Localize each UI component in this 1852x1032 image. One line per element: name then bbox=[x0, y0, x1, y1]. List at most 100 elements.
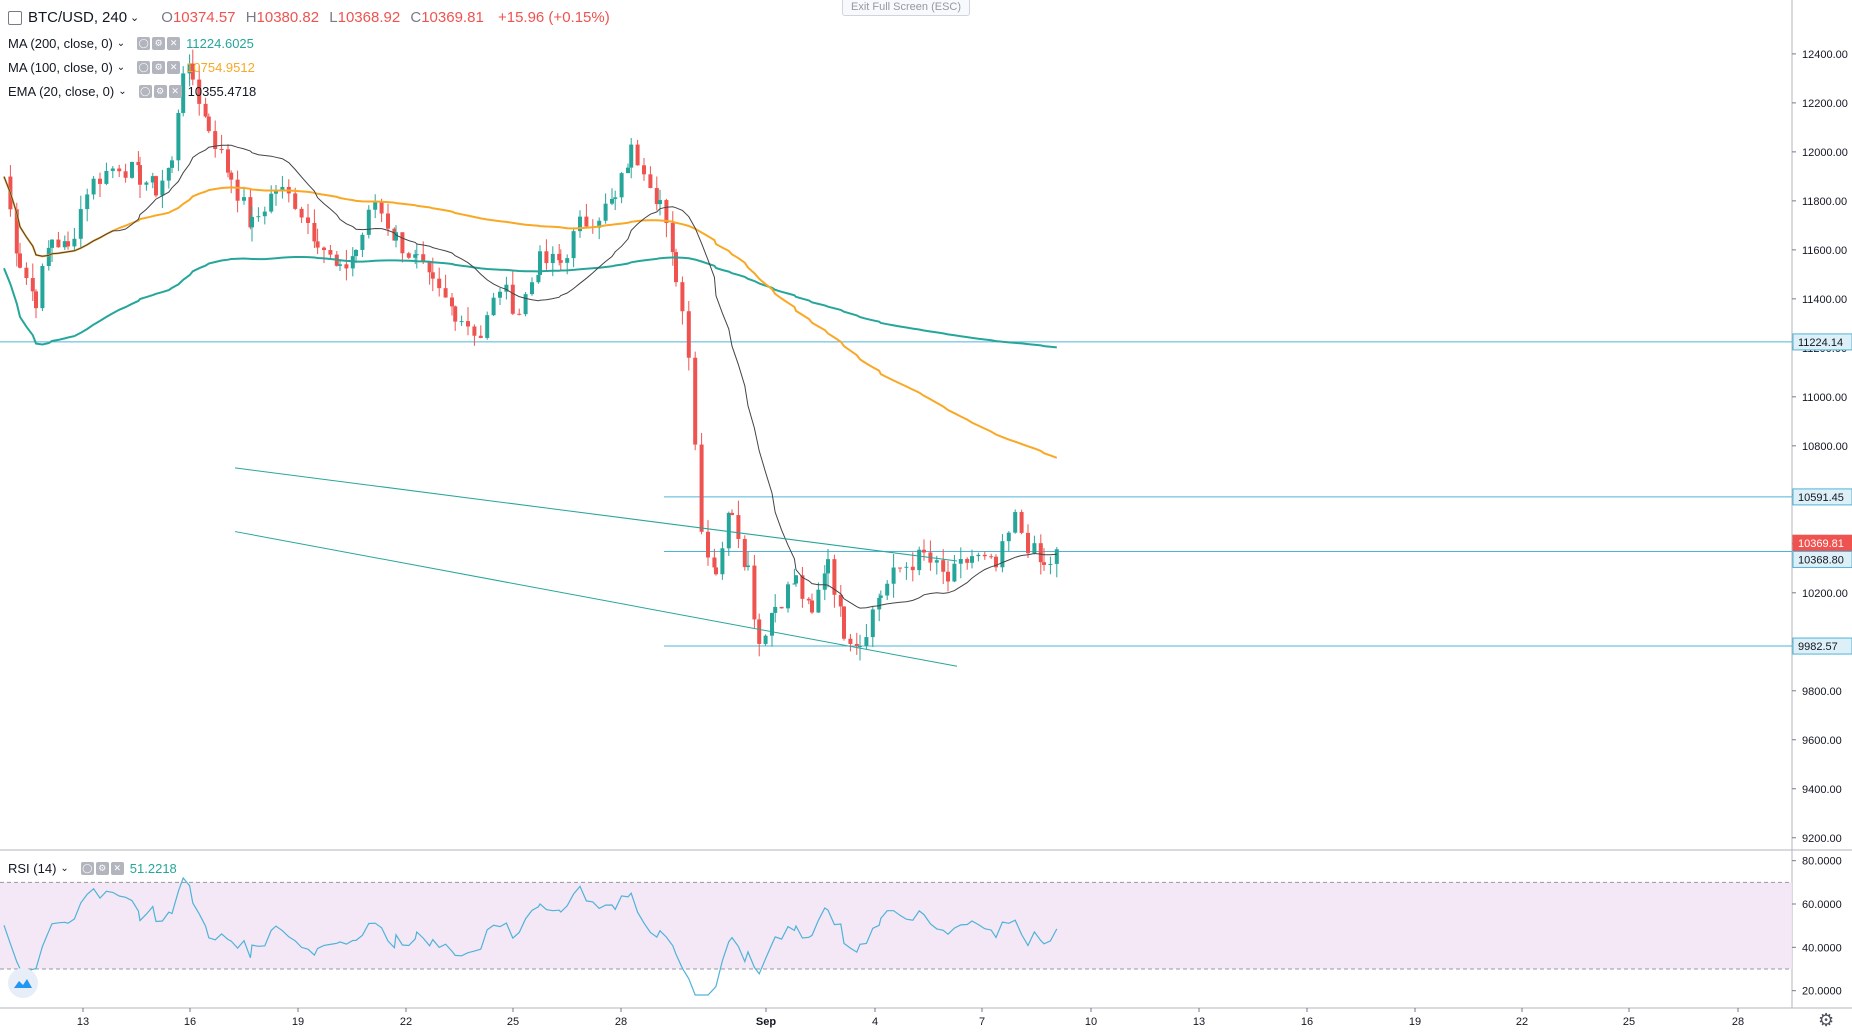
candle-body bbox=[235, 179, 240, 201]
candle-body bbox=[30, 278, 35, 292]
candle-body bbox=[648, 174, 653, 189]
exit-fullscreen-button[interactable]: Exit Full Screen (ESC) bbox=[842, 0, 971, 16]
indicator-label[interactable]: RSI (14) bbox=[8, 861, 57, 876]
candle-body bbox=[203, 103, 208, 117]
candle-body bbox=[123, 171, 128, 178]
candle-body bbox=[826, 559, 830, 574]
candle-body bbox=[822, 573, 827, 590]
price-tick-label: 10200.00 bbox=[1802, 588, 1848, 600]
candle-body bbox=[891, 567, 896, 584]
candle-body bbox=[714, 567, 718, 575]
candle-body bbox=[858, 646, 862, 648]
candle-body bbox=[437, 278, 442, 289]
indicator-ma200[interactable]: MA (200, close, 0) ⌄ ◯ ⚙ ✕ 11224.6025 bbox=[8, 36, 254, 51]
candle-body bbox=[693, 357, 698, 445]
candle-body bbox=[24, 267, 29, 279]
candle-body bbox=[848, 638, 853, 644]
candle-body bbox=[66, 241, 70, 247]
candle-body bbox=[816, 589, 821, 613]
candle-body bbox=[842, 606, 846, 639]
price-tick-label: 12000.00 bbox=[1802, 147, 1848, 159]
chevron-down-icon[interactable]: ⌄ bbox=[130, 12, 140, 24]
symbol-legend[interactable]: BTC/USD, 240 ⌄ O10374.57 H10380.82 L1036… bbox=[8, 9, 610, 26]
indicator-value: 10754.9512 bbox=[186, 60, 255, 75]
indicator-ma100[interactable]: MA (100, close, 0) ⌄ ◯ ⚙ ✕ 10754.9512 bbox=[8, 60, 255, 75]
chevron-down-icon[interactable]: ⌄ bbox=[116, 62, 126, 73]
price-tick-label: 11000.00 bbox=[1802, 392, 1847, 404]
candle-body bbox=[670, 222, 675, 253]
candle-body bbox=[854, 643, 859, 647]
time-tick-label: 19 bbox=[1409, 1016, 1421, 1028]
candle-body bbox=[400, 232, 405, 254]
candle-body bbox=[160, 180, 165, 196]
close-icon[interactable]: ✕ bbox=[167, 37, 181, 50]
candle-body bbox=[379, 201, 384, 214]
candle-body bbox=[952, 563, 957, 582]
candle-body bbox=[578, 216, 582, 232]
candle-body bbox=[686, 311, 691, 358]
candle-body bbox=[654, 188, 659, 205]
close-icon[interactable]: ✕ bbox=[110, 862, 124, 875]
tradingview-cloud-icon[interactable] bbox=[8, 968, 38, 998]
candle-body bbox=[982, 554, 987, 557]
eye-icon[interactable]: ◯ bbox=[137, 37, 151, 50]
settings-icon[interactable]: ⚙ bbox=[152, 61, 166, 74]
candle-body bbox=[136, 161, 141, 166]
gear-icon[interactable]: ⚙ bbox=[1818, 1010, 1835, 1030]
symbol-name[interactable]: BTC/USD, bbox=[28, 9, 99, 26]
interval[interactable]: 240 bbox=[102, 9, 128, 26]
indicator-ema20[interactable]: EMA (20, close, 0) ⌄ ◯ ⚙ ✕ 10355.4718 bbox=[8, 84, 256, 99]
candle-body bbox=[680, 282, 685, 312]
candle-body bbox=[213, 131, 218, 150]
candle-body bbox=[144, 182, 149, 185]
indicator-label[interactable]: MA (100, close, 0) bbox=[8, 60, 113, 75]
chevron-down-icon[interactable]: ⌄ bbox=[118, 86, 127, 97]
eye-icon[interactable]: ◯ bbox=[138, 85, 152, 98]
candle-body bbox=[150, 176, 155, 183]
candle-body bbox=[878, 595, 883, 598]
eye-icon[interactable]: ◯ bbox=[80, 862, 94, 875]
candle-body bbox=[544, 251, 549, 264]
ema20-line bbox=[3, 144, 1057, 609]
candle-body bbox=[40, 265, 45, 309]
candle-body bbox=[536, 274, 541, 283]
candle-body bbox=[104, 170, 109, 184]
candle-body bbox=[550, 253, 555, 264]
candle-body bbox=[274, 190, 278, 194]
settings-icon[interactable]: ⚙ bbox=[153, 85, 167, 98]
price-tick-label: 12200.00 bbox=[1802, 98, 1848, 110]
candle-body bbox=[72, 238, 77, 247]
rsi-tick-label: 80.0000 bbox=[1802, 856, 1842, 868]
eye-icon[interactable]: ◯ bbox=[137, 61, 151, 74]
candle-body bbox=[269, 193, 274, 212]
candle-body bbox=[530, 282, 534, 295]
settings-icon[interactable]: ⚙ bbox=[152, 37, 166, 50]
chevron-down-icon[interactable]: ⌄ bbox=[116, 38, 126, 49]
candle-body bbox=[190, 63, 195, 80]
candle-body bbox=[366, 209, 371, 235]
close-icon[interactable]: ✕ bbox=[167, 61, 181, 74]
rsi-band bbox=[0, 882, 1792, 969]
close-value: 10369.81 bbox=[421, 9, 484, 26]
indicator-label[interactable]: EMA (20, close, 0) bbox=[8, 84, 115, 99]
trendline bbox=[234, 467, 958, 562]
candle-body bbox=[478, 335, 483, 338]
open-label: O bbox=[161, 9, 173, 26]
candle-body bbox=[110, 168, 115, 171]
candle-body bbox=[773, 606, 778, 613]
candle-body bbox=[510, 284, 515, 314]
indicator-label[interactable]: MA (200, close, 0) bbox=[8, 36, 113, 51]
rsi-line bbox=[3, 876, 1058, 996]
candle-body bbox=[130, 161, 134, 178]
candle-body bbox=[597, 220, 602, 228]
indicator-rsi[interactable]: RSI (14) ⌄ ◯ ⚙ ✕ 51.2218 bbox=[8, 861, 177, 876]
candle-body bbox=[934, 560, 939, 563]
close-icon[interactable]: ✕ bbox=[168, 85, 182, 98]
settings-icon[interactable]: ⚙ bbox=[95, 862, 109, 875]
chevron-down-icon[interactable]: ⌄ bbox=[60, 863, 69, 874]
candle-body bbox=[413, 254, 418, 258]
rsi-tick-label: 20.0000 bbox=[1802, 986, 1842, 998]
candle-body bbox=[242, 197, 246, 201]
symbol-menu-icon[interactable] bbox=[8, 10, 22, 25]
